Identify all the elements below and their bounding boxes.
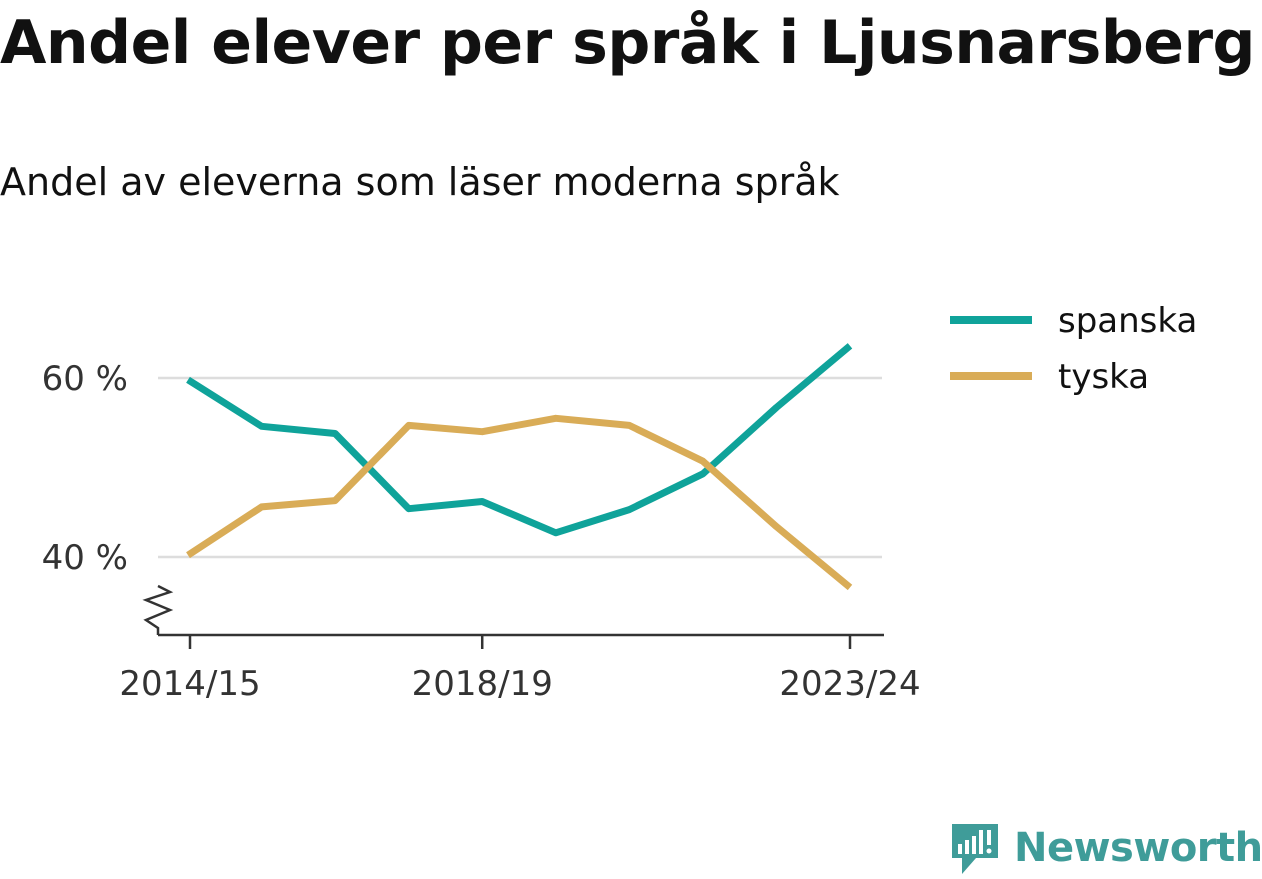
legend-label-spanska: spanska — [1058, 301, 1197, 341]
series-lines — [186, 343, 853, 591]
newsworthy-logo: Newsworthy — [950, 818, 1262, 878]
legend-label-tyska: tyska — [1058, 357, 1149, 397]
axis-break-mark — [142, 584, 174, 635]
x-tick-label: 2023/24 — [779, 664, 920, 704]
chart-title: Andel elever per språk i Ljusnarsberg — [0, 8, 1256, 78]
axes: 40 % 60 % 2014/15 2018/19 2023/24 — [42, 359, 921, 704]
newsworthy-logo-icon — [952, 824, 998, 874]
legend: spanska tyska — [950, 301, 1197, 397]
x-tick-label: 2014/15 — [119, 664, 260, 704]
brand-name: Newsworthy — [1014, 825, 1262, 871]
chart-subtitle: Andel av eleverna som läser moderna språ… — [0, 160, 840, 204]
series-line-tyska — [186, 414, 853, 591]
x-tick-label: 2018/19 — [412, 664, 553, 704]
y-tick-label: 60 % — [42, 359, 128, 399]
y-tick-label: 40 % — [42, 538, 128, 578]
series-line-spanska — [186, 343, 853, 537]
gridlines — [158, 376, 882, 559]
